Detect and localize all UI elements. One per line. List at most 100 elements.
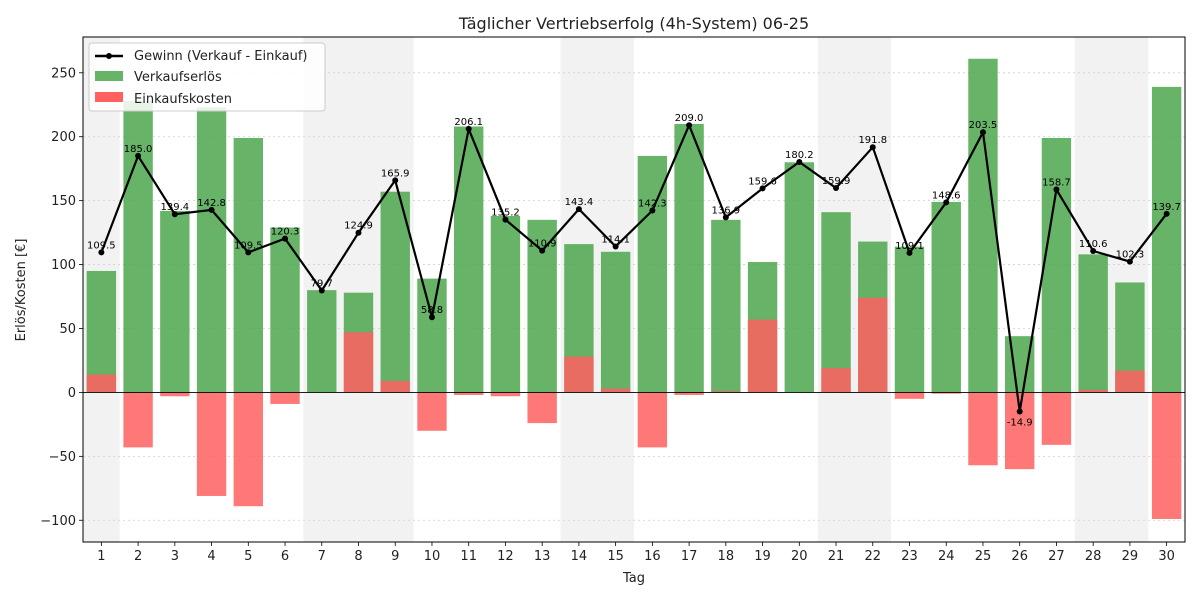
x-tick-label-29: 29 xyxy=(1122,549,1139,564)
bar-verkauf-11 xyxy=(454,126,484,393)
legend: Gewinn (Verkauf - Einkauf) Verkaufserlös… xyxy=(88,42,326,112)
profit-label-14: 143.4 xyxy=(565,197,594,208)
profit-point-11 xyxy=(465,125,472,132)
profit-point-2 xyxy=(135,152,142,159)
plot-frame xyxy=(82,36,1186,543)
bar-einkauf-14 xyxy=(564,356,594,393)
y-tick-label-3: 50 xyxy=(59,322,76,337)
x-tick-label-23: 23 xyxy=(901,549,918,564)
x-tick-label-20: 20 xyxy=(791,549,808,564)
profit-point-21 xyxy=(833,184,840,191)
bar-verkauf-27 xyxy=(1041,138,1072,393)
y-tick-label-5: 150 xyxy=(51,194,76,209)
profit-label-6: 120.3 xyxy=(271,227,300,238)
profit-label-21: 159.9 xyxy=(822,176,851,187)
profit-label-9: 165.9 xyxy=(381,168,410,179)
profit-point-18 xyxy=(722,214,729,221)
bar-verkauf-23 xyxy=(894,246,925,393)
profit-point-26 xyxy=(1016,408,1023,415)
shaded-day-8 xyxy=(340,37,377,542)
bar-verkauf-21 xyxy=(821,212,851,393)
bar-einkauf-9 xyxy=(380,380,410,393)
y-axis: −100 −50 0 50 100 150 200 250 xyxy=(40,66,83,529)
profit-point-6 xyxy=(282,235,289,242)
x-tick-label-4: 4 xyxy=(207,549,215,564)
profit-point-14 xyxy=(575,206,582,213)
data-labels: 109.5 185.0 139.4 142.8 109.5 120.3 79.7 124.9 1… xyxy=(87,113,1181,428)
bar-einkauf-4 xyxy=(196,392,227,496)
x-tick-label-8: 8 xyxy=(354,549,362,564)
x-tick-label-7: 7 xyxy=(318,549,326,564)
bar-einkauf-22 xyxy=(858,297,888,393)
x-tick-label-14: 14 xyxy=(571,549,588,564)
profit-point-28 xyxy=(1090,248,1097,255)
profit-point-3 xyxy=(171,211,178,218)
profit-label-4: 142.8 xyxy=(197,198,226,209)
bar-verkauf-28 xyxy=(1078,254,1108,393)
profit-polyline xyxy=(100,122,1168,412)
x-tick-label-19: 19 xyxy=(754,549,771,564)
bar-einkauf-16 xyxy=(637,392,668,448)
profit-point-8 xyxy=(355,229,362,236)
bar-einkauf-5 xyxy=(233,392,263,507)
bar-einkauf-28 xyxy=(1078,389,1108,393)
legend-swatch-verkauf xyxy=(95,71,123,81)
bar-verkauf-7 xyxy=(307,290,337,393)
x-tick-label-21: 21 xyxy=(828,549,845,564)
x-tick-label-22: 22 xyxy=(864,549,881,564)
bar-verkauf-30 xyxy=(1151,86,1182,393)
profit-point-7 xyxy=(318,287,325,294)
bar-verkauf-1 xyxy=(86,270,117,393)
y-axis-title: Erlös/Kosten [€] xyxy=(14,239,29,342)
profit-label-25: 203.5 xyxy=(969,120,998,131)
profit-point-19 xyxy=(759,185,766,192)
bar-einkauf-30 xyxy=(1151,392,1182,519)
profit-label-22: 191.8 xyxy=(858,135,887,146)
profit-point-5 xyxy=(245,249,252,256)
legend-marker-swatch xyxy=(106,53,112,59)
bar-verkauf-17 xyxy=(674,123,704,393)
profit-point-15 xyxy=(612,243,619,250)
profit-label-10: 58.8 xyxy=(421,305,443,316)
profit-label-16: 142.3 xyxy=(638,198,667,209)
x-tick-label-13: 13 xyxy=(534,549,551,564)
profit-label-3: 139.4 xyxy=(161,202,190,213)
x-tick-label-1: 1 xyxy=(97,549,105,564)
profit-label-15: 114.1 xyxy=(601,235,630,246)
profit-label-12: 135.2 xyxy=(491,208,520,219)
bar-einkauf-13 xyxy=(527,392,557,424)
y-tick-label-7: 250 xyxy=(51,66,76,81)
profit-point-10 xyxy=(428,314,435,321)
x-tick-label-11: 11 xyxy=(460,549,477,564)
x-axis-title: Tag xyxy=(622,571,645,586)
profit-label-5: 109.5 xyxy=(234,240,263,251)
profit-label-23: 109.1 xyxy=(895,241,924,252)
profit-point-13 xyxy=(539,247,546,254)
x-tick-label-15: 15 xyxy=(607,549,624,564)
bar-verkauf-16 xyxy=(637,155,668,393)
bar-einkauf-25 xyxy=(968,392,998,466)
bar-einkauf-18 xyxy=(711,391,741,393)
x-tick-label-17: 17 xyxy=(681,549,698,564)
bar-einkauf-17 xyxy=(674,392,704,395)
profit-label-1: 109.5 xyxy=(87,240,116,251)
x-tick-label-12: 12 xyxy=(497,549,514,564)
bar-einkauf-24 xyxy=(931,392,961,394)
profit-point-20 xyxy=(796,159,803,166)
profit-point-12 xyxy=(502,216,509,223)
bar-verkauf-3 xyxy=(160,210,190,393)
bar-verkauf-24 xyxy=(931,201,961,393)
profit-label-24: 148.6 xyxy=(932,190,961,201)
y-tick-label-4: 100 xyxy=(51,258,76,273)
profit-point-4 xyxy=(208,206,215,213)
y-tick-label-6: 200 xyxy=(51,130,76,145)
bar-einkauf-19 xyxy=(747,319,778,393)
profit-label-13: 110.9 xyxy=(528,239,557,250)
bar-verkauf-18 xyxy=(711,219,741,393)
x-tick-label-18: 18 xyxy=(718,549,735,564)
bar-einkauf-12 xyxy=(490,392,521,397)
bar-verkauf-20 xyxy=(784,162,814,393)
profit-line xyxy=(98,122,1170,415)
profit-point-22 xyxy=(869,144,876,151)
bar-einkauf-23 xyxy=(894,392,925,399)
